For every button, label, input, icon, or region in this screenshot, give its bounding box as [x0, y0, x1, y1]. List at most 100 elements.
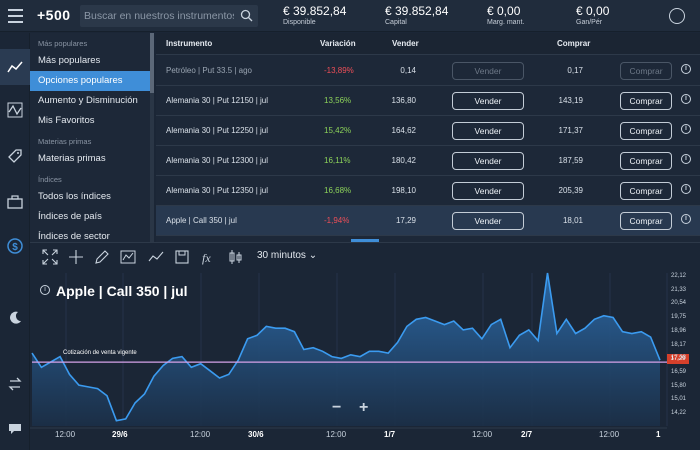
sell-button[interactable]: Vender [452, 92, 524, 110]
x-tick-label: 12:00 [326, 430, 347, 439]
x-tick-label: 12:00 [599, 430, 620, 439]
stat-capital: € 39.852,84 Capital [385, 4, 448, 26]
buy-button[interactable]: Comprar [620, 122, 672, 140]
info-icon[interactable]: i [681, 124, 691, 134]
table-row[interactable]: Alemania 30 | Put 12300 | jul 16,11% 180,4… [156, 146, 700, 176]
fullscreen-icon[interactable] [42, 249, 58, 265]
instrument-name: Alemania 30 | Put 12250 | jul [166, 126, 268, 135]
search-box[interactable] [80, 5, 258, 27]
info-icon[interactable]: i [681, 94, 691, 104]
header-change[interactable]: Variación [320, 39, 356, 48]
sell-price: 180,42 [391, 156, 416, 165]
function-icon[interactable]: fx [200, 249, 216, 265]
pencil-icon[interactable] [94, 249, 110, 265]
table-row[interactable]: Alemania 30 | Put 12150 | jul 13,56% 136,8… [156, 86, 700, 116]
sell-button[interactable]: Vender [452, 62, 524, 80]
x-tick-label: 2/7 [521, 430, 533, 439]
svg-text:$: $ [12, 242, 18, 253]
icon-rail: $ [0, 33, 30, 450]
menu-item-indices-sector[interactable]: Índices de sector [38, 231, 110, 242]
plot-area[interactable] [30, 243, 700, 450]
search-icon[interactable] [240, 9, 253, 22]
menu-item-mis-favoritos[interactable]: Mis Favoritos [38, 115, 95, 126]
table-scroll-indicator[interactable] [351, 239, 379, 242]
table-row[interactable]: Petróleo | Put 33.5 | ago -13,89% 0,14 Vend… [156, 56, 700, 86]
menu-item-materias-primas[interactable]: Materias primas [38, 153, 106, 164]
section-title: Índices [38, 175, 62, 184]
menu-item-aumento-disminucion[interactable]: Aumento y Disminución [38, 95, 138, 106]
y-tick-label: 17,38 [671, 355, 687, 362]
sell-button[interactable]: Vender [452, 212, 524, 230]
table-row[interactable]: Alemania 30 | Put 12350 | jul 16,68% 198,1… [156, 176, 700, 206]
info-icon[interactable]: i [681, 64, 691, 74]
instrument-name: Alemania 30 | Put 12350 | jul [166, 186, 268, 195]
buy-button[interactable]: Comprar [620, 92, 672, 110]
svg-text:fx: fx [202, 251, 211, 265]
chat-icon[interactable] [4, 418, 26, 440]
timeframe-select[interactable]: 30 minutos ⌄ [257, 250, 318, 261]
instrument-table: Instrumento Variación Vender Comprar Pet… [156, 33, 700, 242]
y-tick-label: 22,12 [671, 273, 687, 279]
info-icon[interactable]: i [40, 285, 50, 295]
info-icon[interactable]: i [681, 214, 691, 224]
price-line-label: Cotización de venta vigente [63, 350, 137, 356]
menu-item-mas-populares[interactable]: Más populares [38, 55, 101, 66]
dollar-icon[interactable]: $ [4, 235, 26, 257]
sell-button[interactable]: Vender [452, 122, 524, 140]
table-row[interactable]: Alemania 30 | Put 12250 | jul 15,42% 164,6… [156, 116, 700, 146]
change-value: 15,42% [324, 126, 352, 135]
buy-button[interactable]: Comprar [620, 212, 672, 230]
stat-value: € 0,00 [576, 4, 610, 18]
chart-icon[interactable] [0, 49, 30, 85]
section-title: Más populares [38, 39, 88, 48]
header-instrument[interactable]: Instrumento [166, 39, 213, 48]
chart-title: Apple | Call 350 | jul [56, 283, 188, 299]
instrument-name: Apple | Call 350 | jul [166, 216, 237, 225]
zoom-in-button[interactable]: + [359, 399, 369, 416]
scrollbar-thumb[interactable] [150, 33, 154, 93]
buy-button[interactable]: Comprar [620, 182, 672, 200]
swap-icon[interactable] [4, 373, 26, 395]
indicator-icon[interactable] [120, 249, 136, 265]
buy-price: 18,01 [562, 216, 583, 225]
settings-icon[interactable] [669, 8, 685, 24]
sell-price: 0,14 [400, 66, 416, 75]
buy-price: 205,39 [558, 186, 583, 195]
sell-price: 164,62 [391, 126, 416, 135]
candlestick-icon[interactable] [227, 249, 243, 265]
menu-item-indices-pais[interactable]: Índices de país [38, 211, 102, 222]
trendline-icon[interactable] [148, 249, 164, 265]
search-input[interactable] [84, 8, 234, 24]
y-tick-label: 16,59 [671, 368, 687, 375]
trades-icon[interactable] [4, 99, 26, 121]
menu-item-opciones-populares[interactable]: Opciones populares [30, 71, 150, 91]
tag-icon[interactable] [4, 145, 26, 167]
save-icon[interactable] [174, 249, 190, 265]
table-row[interactable]: Apple | Call 350 | jul -1,94% 17,29 Vender 1… [156, 206, 700, 236]
zoom-out-button[interactable]: − [332, 399, 342, 416]
info-icon[interactable]: i [681, 184, 691, 194]
stat-label: Capital [385, 19, 407, 26]
stat-available: € 39.852,84 Disponible [283, 4, 346, 26]
sell-button[interactable]: Vender [452, 182, 524, 200]
sell-button[interactable]: Vender [452, 152, 524, 170]
chart-toolbar: fx 30 minutos ⌄ [30, 243, 670, 271]
change-value: 16,68% [324, 186, 352, 195]
briefcase-icon[interactable] [4, 191, 26, 213]
x-tick-label: 1 [656, 430, 661, 439]
buy-button[interactable]: Comprar [620, 62, 672, 80]
crosshair-icon[interactable] [68, 249, 84, 265]
menu-icon[interactable] [0, 0, 30, 32]
current-price-tag: 17,29 [667, 354, 689, 364]
y-tick-label: 19,75 [671, 314, 687, 321]
buy-button[interactable]: Comprar [620, 152, 672, 170]
info-icon[interactable]: i [681, 154, 691, 164]
x-tick-label: 30/6 [248, 430, 264, 439]
sidebar-scrollbar[interactable] [150, 33, 154, 242]
sell-price: 17,29 [395, 216, 416, 225]
instrument-name: Alemania 30 | Put 12150 | jul [166, 96, 268, 105]
moon-icon[interactable] [4, 307, 26, 329]
stat-pnl: € 0,00 Gan/Pér [576, 4, 609, 26]
buy-price: 143,19 [558, 96, 583, 105]
menu-item-todos-indices[interactable]: Todos los índices [38, 191, 111, 202]
